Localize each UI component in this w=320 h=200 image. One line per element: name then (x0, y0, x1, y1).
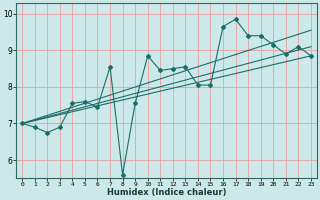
X-axis label: Humidex (Indice chaleur): Humidex (Indice chaleur) (107, 188, 226, 197)
